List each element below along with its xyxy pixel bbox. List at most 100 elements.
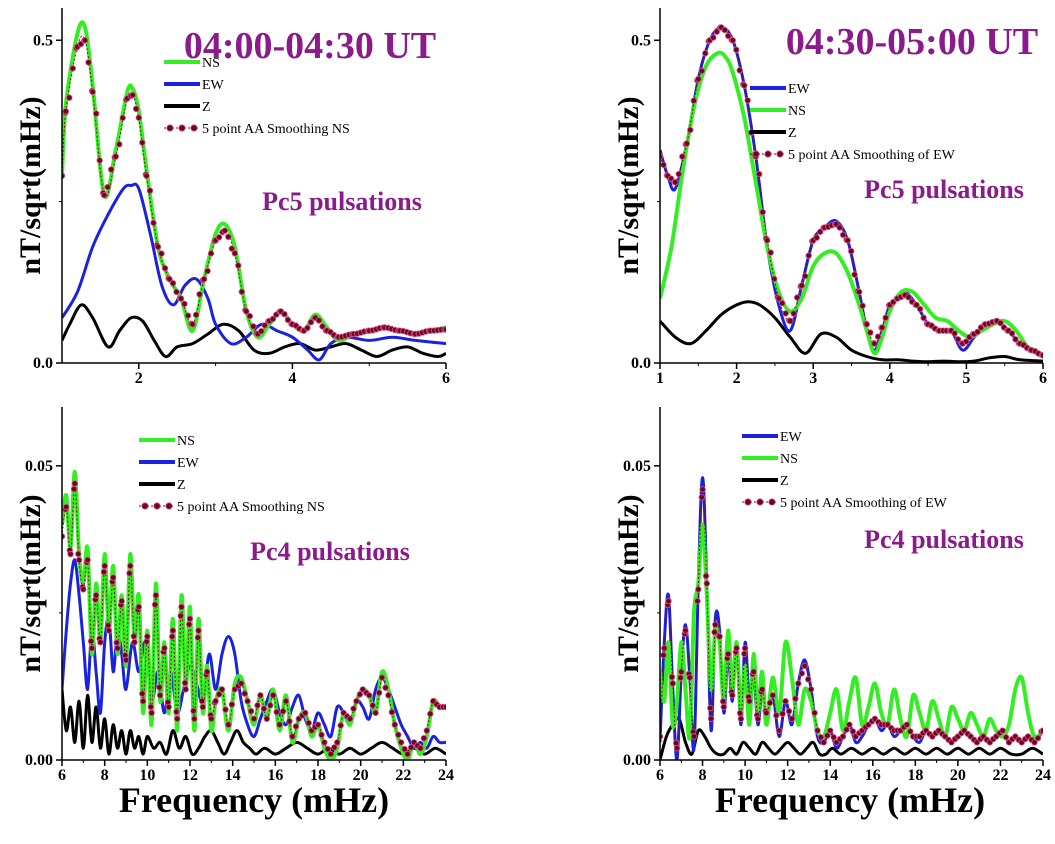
legend-label: NS <box>780 452 798 467</box>
smoothing-marker <box>814 727 821 734</box>
smoothing-marker <box>81 37 89 44</box>
smoothing-marker <box>913 301 920 309</box>
legend-label: Z <box>780 474 789 489</box>
smoothing-marker <box>830 734 837 741</box>
smoothing-marker <box>92 592 100 599</box>
smoothing-marker <box>195 627 202 634</box>
series-line-z <box>62 303 446 359</box>
smoothing-marker <box>773 712 780 719</box>
smoothing-marker <box>181 300 188 308</box>
smoothing-marker <box>848 247 855 255</box>
smoothing-marker <box>75 550 82 558</box>
smoothing-marker <box>775 295 782 302</box>
pulsation-annotation: Pc5 pulsations <box>262 187 422 216</box>
smoothing-marker <box>905 294 912 301</box>
smoothing-marker <box>85 59 92 66</box>
smoothing-marker <box>820 739 827 746</box>
smoothing-marker <box>63 503 70 511</box>
chart-title: 04:00-04:30 UT <box>184 25 436 67</box>
legend-label: 5 point AA Smoothing of EW <box>788 148 956 163</box>
pulsation-annotation: Pc5 pulsations <box>864 175 1024 204</box>
smoothing-marker <box>817 734 825 741</box>
x-tick-label: 3 <box>809 370 817 387</box>
smoothing-marker <box>212 698 219 705</box>
legend-label: NS <box>177 434 195 449</box>
x-tick-label: 16 <box>865 767 881 784</box>
smoothing-marker <box>261 322 268 329</box>
smoothing-marker <box>807 686 815 693</box>
smoothing-marker <box>679 153 686 160</box>
smoothing-marker <box>836 224 843 231</box>
smoothing-marker <box>198 697 206 705</box>
x-tick-label: 20 <box>950 767 966 784</box>
smoothing-marker <box>250 323 257 330</box>
smoothing-marker <box>279 708 287 715</box>
pulsation-annotation: Pc4 pulsations <box>864 525 1024 554</box>
smoothing-marker <box>169 280 177 287</box>
smoothing-marker <box>184 312 192 319</box>
smoothing-marker <box>707 704 714 712</box>
smoothing-marker <box>356 691 364 698</box>
smoothing-marker <box>1031 739 1038 746</box>
smoothing-marker <box>736 710 744 717</box>
legend-label: Z <box>202 100 211 115</box>
smoothing-marker <box>118 597 125 605</box>
x-tick-label: 4 <box>886 370 894 387</box>
smoothing-marker <box>69 65 76 72</box>
x-tick-label: 6 <box>656 767 664 784</box>
smoothing-marker <box>88 645 96 652</box>
smoothing-marker <box>677 674 684 681</box>
legend-marker <box>756 498 764 506</box>
smoothing-marker <box>395 731 402 738</box>
smoothing-marker <box>146 187 154 194</box>
smoothing-marker <box>811 709 818 717</box>
smoothing-marker <box>962 338 970 345</box>
smoothing-marker <box>839 231 847 239</box>
smoothing-marker <box>661 645 668 652</box>
smoothing-marker <box>407 744 415 751</box>
smoothing-marker <box>222 706 229 713</box>
smoothing-marker <box>668 673 676 681</box>
smoothing-marker <box>178 603 185 611</box>
legend-marker <box>190 124 198 132</box>
chart-title: 04:30-05:00 UT <box>786 21 1038 63</box>
legend-label: EW <box>788 82 811 97</box>
smoothing-marker <box>733 46 740 53</box>
smoothing-marker <box>756 170 763 178</box>
smoothing-marker <box>267 702 274 709</box>
smoothing-marker <box>420 735 428 742</box>
legend-marker <box>752 150 760 158</box>
smoothing-marker <box>243 308 250 315</box>
x-tick-label: 16 <box>267 767 283 784</box>
smoothing-marker <box>401 745 408 753</box>
smoothing-marker <box>228 701 236 708</box>
smoothing-marker <box>139 698 147 705</box>
smoothing-marker <box>769 692 776 699</box>
legend-label: NS <box>788 104 806 119</box>
smoothing-marker <box>286 718 293 725</box>
smoothing-marker <box>916 305 924 313</box>
smoothing-marker <box>779 710 786 717</box>
smoothing-marker <box>107 166 115 173</box>
smoothing-marker <box>116 141 123 148</box>
smoothing-marker <box>273 708 280 716</box>
smoothing-marker <box>263 715 270 722</box>
smoothing-marker <box>161 265 169 272</box>
legend-label: EW <box>177 456 200 471</box>
smoothing-marker <box>1008 330 1016 337</box>
smoothing-marker <box>974 328 981 336</box>
smoothing-marker <box>801 662 808 670</box>
smoothing-marker <box>207 250 215 257</box>
smoothing-marker <box>302 709 309 717</box>
smoothing-marker <box>744 97 751 104</box>
legend-marker <box>165 502 173 510</box>
smoothing-marker <box>97 639 104 646</box>
smoothing-marker <box>148 709 155 717</box>
y-tick-label: 0.00 <box>623 752 651 769</box>
smoothing-marker <box>185 621 193 628</box>
smoothing-marker <box>798 670 805 677</box>
smoothing-marker <box>104 622 112 629</box>
smoothing-marker <box>785 708 793 715</box>
smoothing-marker <box>66 94 73 101</box>
smoothing-marker <box>802 272 809 280</box>
